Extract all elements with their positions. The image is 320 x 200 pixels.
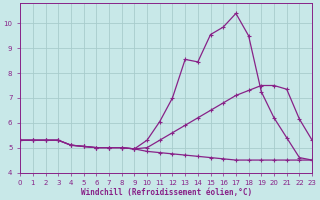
X-axis label: Windchill (Refroidissement éolien,°C): Windchill (Refroidissement éolien,°C) (81, 188, 252, 197)
